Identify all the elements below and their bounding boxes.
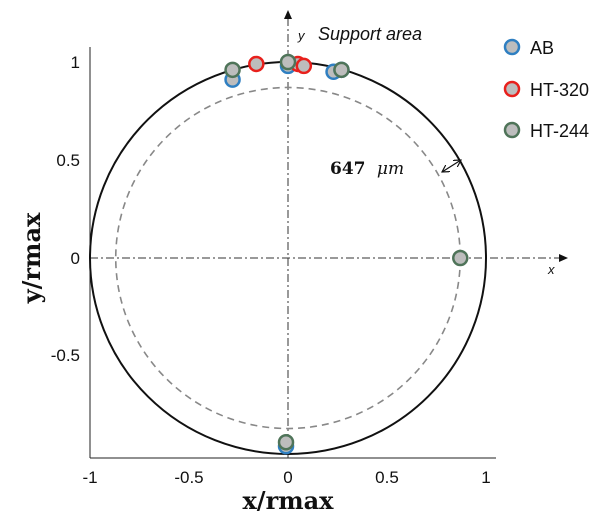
legend-label: HT-244 <box>530 121 589 141</box>
gap-dimension-arrow <box>442 160 461 172</box>
gap-annotation: 647 μm <box>330 159 404 179</box>
data-point-ht-244 <box>224 61 241 79</box>
legend-label: HT-320 <box>530 80 589 100</box>
data-point-ht-320 <box>295 57 313 75</box>
y-tick-label: -0.5 <box>51 346 80 365</box>
y-tick-label: 0.5 <box>56 151 80 170</box>
legend-item: HT-244 <box>503 121 589 141</box>
y-tick-label: 1 <box>71 53 80 72</box>
y-axis-label: y/rmax <box>17 212 46 304</box>
support-area-label: Support area <box>318 24 422 44</box>
legend-label: AB <box>530 38 554 58</box>
x-axis-label: x/rmax <box>243 486 335 515</box>
gap-value: 647 <box>330 159 366 179</box>
data-points <box>224 53 469 455</box>
legend: AB HT-320 HT-244 <box>503 38 589 141</box>
x-tick-label: 1 <box>481 468 490 487</box>
y-tick-label: 0 <box>71 249 80 268</box>
x-tick-label: 0 <box>283 468 292 487</box>
legend-item: AB <box>503 38 554 58</box>
x-tick-label: -1 <box>82 468 97 487</box>
legend-marker <box>503 121 521 139</box>
x-tick-label: 0.5 <box>375 468 399 487</box>
y-arrow-label: y <box>297 28 306 43</box>
data-point-ht-244 <box>277 433 295 451</box>
legend-item: HT-320 <box>503 80 589 100</box>
data-point-ht-244 <box>333 61 350 79</box>
data-point-ht-320 <box>248 55 265 73</box>
x-tick-label: -0.5 <box>174 468 203 487</box>
legend-marker <box>503 38 521 56</box>
data-point-ht-244 <box>452 249 469 267</box>
x-arrow-label: x <box>547 262 555 277</box>
data-point-ht-244 <box>279 53 297 71</box>
legend-marker <box>503 80 521 98</box>
gap-unit: μm <box>377 159 404 179</box>
